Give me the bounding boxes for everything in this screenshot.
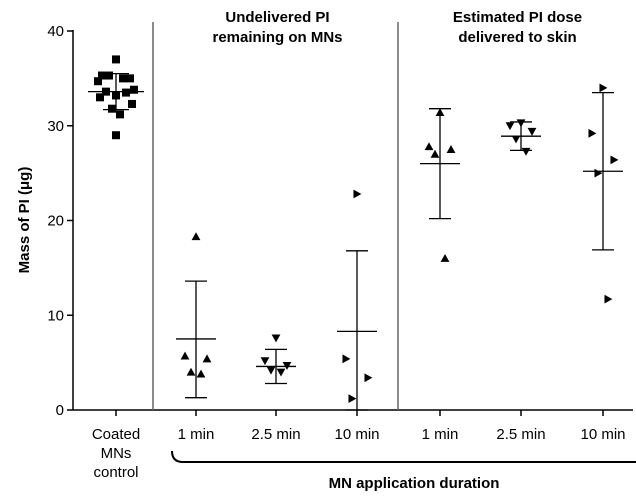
data-point — [112, 91, 120, 100]
data-group — [176, 232, 216, 399]
data-point — [342, 354, 351, 364]
data-point — [430, 149, 440, 158]
y-axis-ticks: 0 10 20 30 40 — [47, 23, 604, 419]
data-groups — [88, 55, 623, 411]
data-point — [112, 55, 120, 64]
data-point — [588, 128, 597, 138]
section-title: Undelivered PI — [225, 9, 329, 26]
data-point — [521, 147, 531, 156]
data-point — [105, 71, 113, 80]
category-label: 10 min — [580, 426, 625, 443]
category-label: 2.5 min — [496, 426, 545, 443]
data-point — [112, 131, 120, 140]
data-point — [128, 99, 136, 108]
x-axis-title: MN application duration — [329, 475, 500, 492]
section-title: delivered to skin — [458, 29, 576, 46]
data-point — [191, 232, 201, 241]
data-point — [435, 108, 445, 117]
data-point — [126, 74, 134, 83]
data-point — [180, 351, 190, 360]
data-point — [516, 119, 526, 128]
data-point — [594, 168, 603, 178]
data-point — [505, 122, 515, 131]
y-tick-label: 20 — [47, 213, 64, 230]
data-point — [271, 334, 281, 343]
axes — [72, 30, 633, 411]
data-point — [353, 189, 362, 199]
data-point — [94, 77, 102, 86]
data-point — [202, 354, 212, 363]
category-label: control — [93, 464, 138, 481]
y-tick-label: 30 — [47, 118, 64, 135]
data-point — [511, 135, 521, 144]
category-label: 2.5 min — [251, 426, 300, 443]
y-tick-label: 0 — [56, 402, 64, 419]
category-label: 1 min — [178, 426, 215, 443]
data-point — [424, 142, 434, 151]
data-point — [96, 93, 104, 102]
category-label: Coated — [92, 426, 140, 443]
y-axis-title: Mass of PI (μg) — [16, 167, 33, 274]
data-point — [116, 110, 124, 119]
data-point — [364, 373, 373, 383]
section-dividers — [152, 22, 399, 410]
data-point — [276, 368, 286, 377]
data-group — [420, 108, 460, 262]
data-group — [337, 189, 377, 411]
category-labels: Coated MNs control 1 min 2.5 min 10 min 1 min 2… — [92, 426, 626, 481]
data-point — [599, 83, 608, 93]
section-title: remaining on MNs — [212, 29, 342, 46]
section-title: Estimated PI dose — [453, 9, 582, 26]
data-point — [260, 357, 270, 366]
data-group — [583, 83, 623, 304]
data-point — [98, 71, 106, 80]
category-label: MNs — [101, 445, 132, 462]
category-label: 10 min — [334, 426, 379, 443]
y-tick-label: 10 — [47, 307, 64, 324]
data-point — [186, 367, 196, 376]
x-axis-bracket — [171, 450, 636, 463]
y-tick-label: 40 — [47, 23, 64, 40]
data-group — [501, 119, 541, 156]
data-point — [196, 369, 206, 378]
data-point — [348, 394, 357, 404]
data-point — [282, 361, 292, 370]
data-point — [119, 74, 127, 83]
data-point — [440, 254, 450, 262]
data-point — [527, 127, 537, 136]
category-label: 1 min — [422, 426, 459, 443]
data-point — [130, 85, 138, 94]
data-point — [604, 294, 613, 304]
section-titles: Undelivered PI remaining on MNs Estimated … — [212, 9, 582, 46]
data-point — [102, 87, 110, 96]
data-point — [266, 366, 276, 375]
data-point — [122, 88, 130, 97]
data-group — [88, 55, 144, 140]
data-group — [256, 334, 296, 385]
data-point — [446, 145, 456, 153]
data-point — [108, 104, 116, 113]
data-point — [610, 155, 619, 165]
